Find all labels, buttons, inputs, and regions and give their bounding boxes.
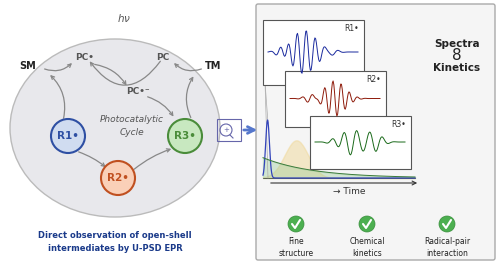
Text: Fine
structure: Fine structure bbox=[278, 237, 314, 258]
Text: PC: PC bbox=[156, 53, 170, 63]
Text: SM: SM bbox=[20, 61, 36, 71]
Text: R2•: R2• bbox=[107, 173, 129, 183]
FancyBboxPatch shape bbox=[262, 19, 364, 85]
Text: TM: TM bbox=[205, 61, 221, 71]
Text: PC•⁻: PC•⁻ bbox=[126, 86, 150, 95]
Text: R2•: R2• bbox=[366, 75, 381, 84]
Text: 8: 8 bbox=[452, 48, 462, 64]
FancyBboxPatch shape bbox=[256, 4, 495, 260]
Circle shape bbox=[288, 216, 304, 232]
Text: → Time: → Time bbox=[333, 186, 365, 196]
Text: PC•: PC• bbox=[76, 53, 94, 63]
Text: +: + bbox=[223, 127, 229, 133]
Text: R1•: R1• bbox=[344, 24, 359, 33]
Text: Spectra: Spectra bbox=[434, 39, 480, 49]
Circle shape bbox=[168, 119, 202, 153]
Text: Radical-pair
interaction: Radical-pair interaction bbox=[424, 237, 470, 258]
Circle shape bbox=[439, 216, 455, 232]
Circle shape bbox=[359, 216, 375, 232]
Text: R3•: R3• bbox=[391, 120, 406, 129]
FancyBboxPatch shape bbox=[310, 115, 410, 168]
Text: Photocatalytic
Cycle: Photocatalytic Cycle bbox=[100, 115, 164, 137]
Text: R1•: R1• bbox=[57, 131, 79, 141]
Text: Kinetics: Kinetics bbox=[434, 63, 480, 73]
Circle shape bbox=[51, 119, 85, 153]
Text: R3•: R3• bbox=[174, 131, 196, 141]
Text: Direct observation of open-shell
intermediates by U-PSD EPR: Direct observation of open-shell interme… bbox=[38, 231, 192, 253]
Circle shape bbox=[101, 161, 135, 195]
FancyBboxPatch shape bbox=[284, 70, 386, 127]
Ellipse shape bbox=[10, 39, 220, 217]
Text: $h\nu$: $h\nu$ bbox=[117, 12, 131, 24]
Text: Chemical
kinetics: Chemical kinetics bbox=[349, 237, 385, 258]
